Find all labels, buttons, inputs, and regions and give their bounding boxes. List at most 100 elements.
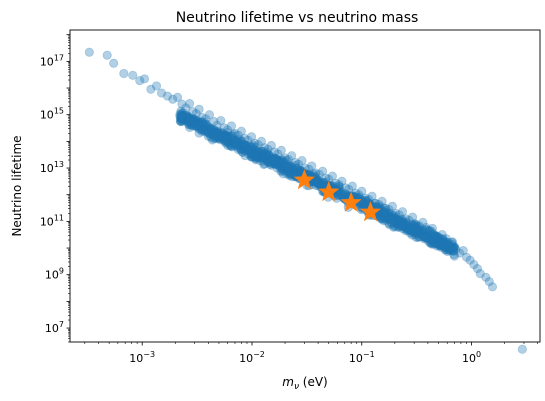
scatter-point — [313, 178, 323, 188]
scatter-point — [379, 216, 389, 226]
scatter-point — [228, 137, 238, 147]
scatter-point — [200, 117, 210, 127]
scatter-point — [389, 221, 399, 232]
scatter-point — [384, 214, 394, 224]
scatter-point — [175, 113, 186, 123]
scatter-point — [266, 153, 276, 163]
scatter-point — [195, 117, 205, 127]
scatter-point — [286, 162, 297, 172]
scatter-point — [262, 150, 272, 161]
scatter-point — [263, 156, 273, 166]
scatter-point — [176, 115, 186, 125]
scatter-point — [215, 135, 225, 145]
scatter-point — [438, 240, 448, 250]
scatter-point — [409, 221, 419, 231]
scatter-point — [409, 225, 420, 236]
scatter-point — [187, 114, 198, 124]
scatter-point — [139, 74, 150, 84]
scatter-point — [313, 177, 324, 187]
scatter-point — [421, 222, 431, 233]
scatter-point — [427, 237, 438, 247]
scatter-point — [220, 132, 231, 142]
scatter-point — [208, 126, 218, 136]
scatter-point — [419, 232, 429, 242]
scatter-point — [286, 168, 296, 178]
scatter-point — [276, 145, 286, 155]
scatter-point — [312, 176, 322, 186]
scatter-point — [432, 237, 442, 247]
scatter-point — [216, 133, 226, 143]
scatter-point — [433, 236, 443, 246]
scatter-point — [177, 112, 187, 122]
scatter-point — [282, 162, 292, 172]
scatter-point — [263, 157, 273, 167]
scatter-point — [235, 138, 245, 149]
scatter-point — [286, 167, 296, 177]
scatter-point — [239, 142, 249, 152]
scatter-point — [258, 151, 268, 161]
scatter-point — [264, 154, 275, 165]
scatter-point — [229, 139, 240, 149]
scatter-point — [432, 235, 442, 245]
scatter-point — [378, 211, 389, 221]
scatter-point — [194, 128, 204, 138]
scatter-point — [208, 128, 218, 139]
scatter-point — [447, 242, 457, 252]
scatter-point — [192, 116, 202, 126]
scatter-point — [258, 150, 268, 160]
scatter-point — [265, 158, 275, 168]
scatter-point — [190, 119, 200, 129]
scatter-point — [434, 239, 444, 249]
scatter-point — [390, 213, 400, 223]
scatter-point — [191, 121, 201, 131]
scatter-point — [184, 117, 195, 127]
scatter-point — [223, 131, 233, 141]
scatter-point — [406, 225, 416, 235]
scatter-point — [288, 164, 298, 174]
scatter-point — [410, 227, 420, 237]
scatter-point — [422, 231, 432, 241]
scatter-point — [249, 148, 259, 158]
scatter-point — [424, 236, 434, 246]
scatter-point — [263, 149, 274, 160]
scatter-point — [394, 220, 404, 230]
scatter-point — [206, 124, 216, 135]
scatter-point — [435, 233, 445, 244]
scatter-point — [391, 216, 401, 226]
scatter-point — [217, 131, 228, 141]
scatter-point — [433, 231, 443, 242]
scatter-point — [391, 218, 401, 228]
scatter-point — [278, 163, 289, 174]
scatter-point — [426, 238, 437, 248]
scatter-point — [184, 116, 194, 126]
scatter-point — [247, 146, 257, 157]
scatter-point — [205, 123, 215, 133]
scatter-point — [265, 154, 275, 164]
scatter-point — [449, 246, 459, 256]
scatter-point — [294, 165, 304, 176]
scatter-point — [431, 231, 441, 241]
scatter-point — [432, 234, 443, 244]
scatter-point — [276, 159, 286, 169]
scatter-point — [176, 113, 186, 123]
scatter-point — [245, 147, 255, 157]
scatter-point — [436, 242, 446, 252]
scatter-point — [235, 140, 245, 150]
scatter-point — [397, 221, 408, 231]
scatter-point — [379, 213, 389, 223]
scatter-point — [197, 125, 207, 135]
scatter-point — [384, 214, 394, 224]
scatter-point — [242, 145, 252, 155]
scatter-point — [428, 234, 438, 245]
scatter-point — [207, 125, 217, 135]
scatter-point — [423, 225, 433, 235]
scatter-point — [394, 217, 404, 227]
scatter-point — [432, 236, 442, 246]
scatter-point — [413, 222, 424, 232]
scatter-point — [278, 164, 289, 174]
scatter-point — [432, 231, 442, 242]
scatter-point — [226, 138, 237, 149]
scatter-point — [197, 124, 207, 134]
scatter-point — [315, 179, 325, 189]
